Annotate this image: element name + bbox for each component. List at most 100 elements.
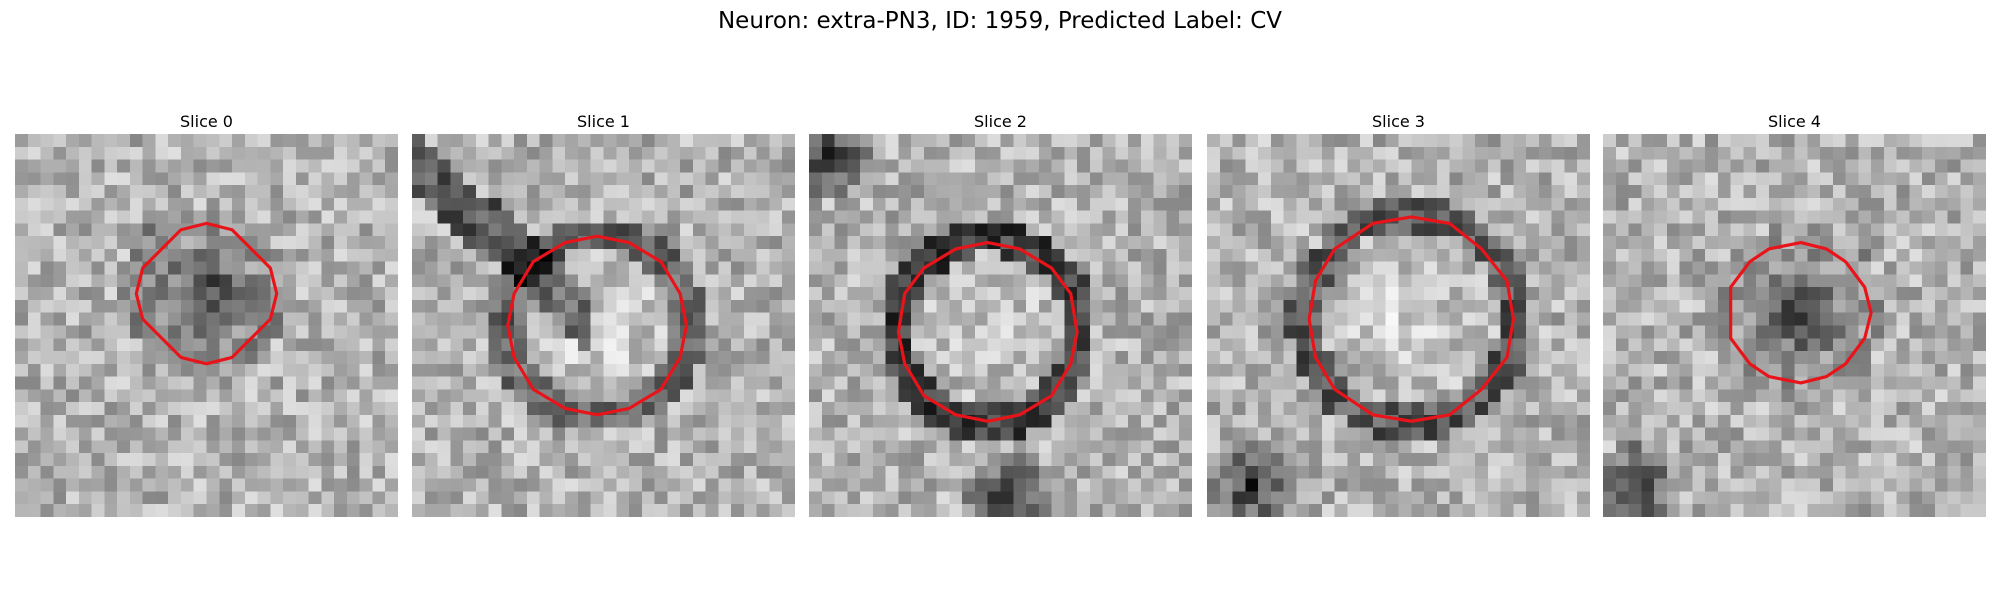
- pixel: [66, 504, 80, 517]
- pixel: [1089, 159, 1103, 173]
- pixel: [283, 172, 297, 186]
- pixel: [1845, 172, 1859, 186]
- pixel: [809, 325, 823, 339]
- pixel: [1140, 465, 1154, 479]
- pixel: [1385, 427, 1399, 441]
- pixel: [219, 134, 233, 148]
- pixel: [488, 274, 502, 288]
- pixel: [1207, 504, 1221, 517]
- pixel: [1603, 491, 1617, 505]
- pixel: [1296, 274, 1310, 288]
- pixel: [821, 197, 835, 211]
- pixel: [1232, 338, 1246, 352]
- pixel: [590, 363, 604, 377]
- pixel: [1283, 236, 1297, 250]
- pixel: [1717, 478, 1731, 492]
- pixel: [1551, 389, 1565, 403]
- pixel: [359, 185, 373, 199]
- pixel: [949, 197, 963, 211]
- pixel: [1038, 376, 1052, 390]
- pixel: [501, 427, 515, 441]
- pixel: [1526, 146, 1540, 160]
- pixel: [1654, 134, 1668, 148]
- pixel: [1615, 261, 1629, 275]
- pixel: [667, 312, 681, 326]
- pixel: [590, 134, 604, 148]
- pixel: [731, 453, 745, 467]
- pixel: [847, 299, 861, 313]
- pixel: [66, 159, 80, 173]
- pixel: [987, 376, 1001, 390]
- pixel: [270, 376, 284, 390]
- pixel: [1258, 146, 1272, 160]
- pixel: [283, 287, 297, 301]
- pixel: [1794, 402, 1808, 416]
- pixel: [1577, 440, 1590, 454]
- pixel: [1500, 491, 1514, 505]
- pixel: [1845, 363, 1859, 377]
- pixel: [603, 185, 617, 199]
- pixel: [219, 402, 233, 416]
- pixel: [1385, 172, 1399, 186]
- pixel: [1000, 134, 1014, 148]
- pixel: [1973, 491, 1986, 505]
- pixel: [1730, 146, 1744, 160]
- pixel: [782, 146, 795, 160]
- pixel: [552, 491, 566, 505]
- pixel: [756, 159, 770, 173]
- pixel: [1064, 491, 1078, 505]
- pixel: [885, 414, 899, 428]
- pixel: [1102, 491, 1116, 505]
- pixel: [565, 338, 579, 352]
- pixel: [974, 363, 988, 377]
- pixel: [860, 185, 874, 199]
- pixel: [526, 312, 540, 326]
- pixel: [1038, 414, 1052, 428]
- pixel: [1064, 465, 1078, 479]
- pixel: [66, 274, 80, 288]
- pixel: [1283, 376, 1297, 390]
- pixel: [898, 197, 912, 211]
- pixel: [987, 491, 1001, 505]
- pixel: [514, 299, 528, 313]
- pixel: [283, 376, 297, 390]
- pixel: [424, 299, 438, 313]
- pixel: [142, 351, 156, 365]
- pixel: [1334, 414, 1348, 428]
- pixel: [590, 389, 604, 403]
- pixel: [1832, 325, 1846, 339]
- pixel: [40, 172, 54, 186]
- pixel: [501, 363, 515, 377]
- pixel: [1960, 402, 1974, 416]
- pixel: [180, 414, 194, 428]
- pixel: [1883, 402, 1897, 416]
- pixel: [1551, 338, 1565, 352]
- pixel: [1038, 504, 1052, 517]
- pixel: [1513, 287, 1527, 301]
- pixel: [129, 338, 143, 352]
- pixel: [1385, 287, 1399, 301]
- pixel: [308, 287, 322, 301]
- pixel: [974, 223, 988, 237]
- pixel: [1232, 274, 1246, 288]
- pixel: [1449, 504, 1463, 517]
- pixel: [1947, 210, 1961, 224]
- pixel: [372, 491, 386, 505]
- pixel: [1832, 185, 1846, 199]
- pixel: [463, 248, 477, 262]
- pixel: [1717, 338, 1731, 352]
- pixel: [1909, 236, 1923, 250]
- pixel: [1654, 236, 1668, 250]
- pixel: [1628, 185, 1642, 199]
- pixel: [53, 274, 67, 288]
- pixel: [1424, 465, 1438, 479]
- pixel: [40, 440, 54, 454]
- pixel: [1500, 134, 1514, 148]
- pixel: [949, 261, 963, 275]
- pixel: [334, 223, 348, 237]
- pixel: [1115, 185, 1129, 199]
- pixel: [654, 210, 668, 224]
- pixel: [743, 172, 757, 186]
- pixel: [731, 261, 745, 275]
- pixel: [1896, 414, 1910, 428]
